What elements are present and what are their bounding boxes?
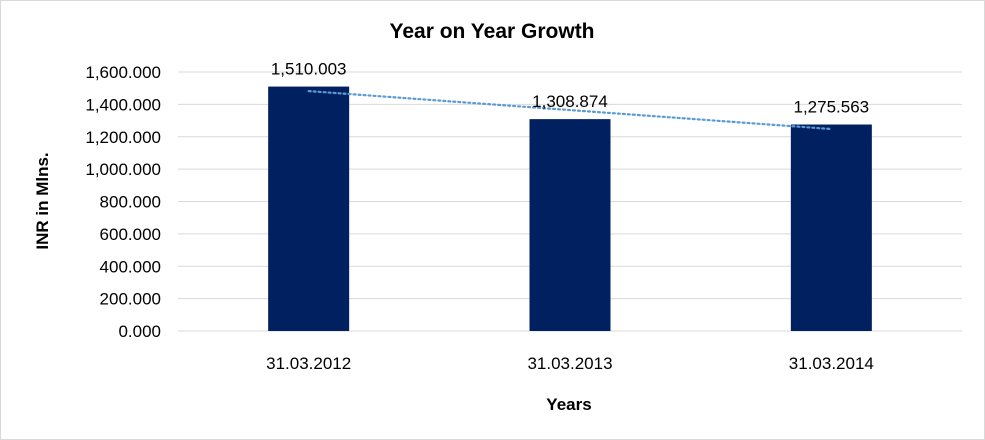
y-axis-ticks: 0.000 200.000 400.000 600.000 800.000 1,000.0…	[85, 63, 161, 341]
bar	[530, 119, 611, 331]
y-tick-label: 1,000.000	[85, 160, 161, 179]
y-tick-label: 0.000	[118, 322, 161, 341]
y-tick-label: 1,400.000	[85, 95, 161, 114]
y-tick-label: 800.000	[100, 193, 161, 212]
data-label: 1,308.874	[532, 92, 608, 111]
data-label: 1,275.563	[794, 98, 870, 117]
y-tick-label: 200.000	[100, 290, 161, 309]
x-tick-label: 31.03.2014	[789, 354, 874, 373]
data-labels: 1,510.003 1,308.874 1,275.563	[271, 60, 869, 117]
y-tick-label: 400.000	[100, 257, 161, 276]
y-axis-title: INR in Mlns.	[33, 152, 52, 249]
bars	[268, 87, 872, 331]
y-tick-label: 600.000	[100, 225, 161, 244]
bar	[791, 125, 872, 331]
chart-title: Year on Year Growth	[389, 20, 594, 43]
x-axis-title: Years	[546, 395, 591, 414]
x-tick-label: 31.03.2013	[527, 354, 612, 373]
data-label: 1,510.003	[271, 60, 347, 79]
y-tick-label: 1,200.000	[85, 128, 161, 147]
y-tick-label: 1,600.000	[85, 63, 161, 82]
x-axis-ticks: 31.03.2012 31.03.2013 31.03.2014	[266, 354, 874, 373]
bar	[268, 87, 349, 331]
x-tick-label: 31.03.2012	[266, 354, 351, 373]
